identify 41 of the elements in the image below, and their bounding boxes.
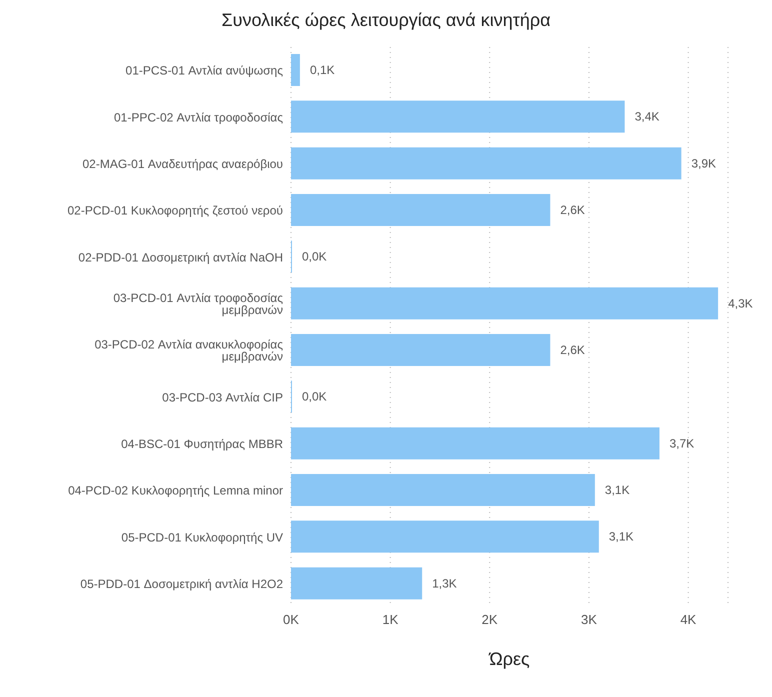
bar — [291, 54, 300, 86]
y-tick-label: 01-PPC-02 Αντλία τροφοδοσίας — [114, 110, 284, 124]
data-label: 3,1K — [604, 483, 630, 497]
data-label: 2,6K — [560, 343, 585, 357]
bar — [291, 427, 660, 460]
y-tick-label: 03-PCD-01 Αντλία τροφοδοσίας μεμβρανών — [113, 290, 284, 317]
data-label: 2,6K — [560, 203, 585, 217]
bar — [291, 334, 550, 366]
data-label: 4,3K — [728, 296, 753, 310]
y-tick-label: 04-PCD-02 Κυκλοφορητής Lemna minor — [68, 484, 283, 498]
data-label: 1,3K — [432, 576, 457, 590]
y-tick-label: 04-BSC-01 Φυσητήρας MBBR — [121, 436, 284, 451]
y-tick-label: 02-PDD-01 Δοσομετρική αντλία NaOH — [78, 250, 283, 264]
data-label: 3,4K — [634, 110, 660, 124]
data-label: 3,9K — [691, 156, 716, 170]
y-tick-label: 05-PDD-01 Δοσομετρική αντλία H2O2 — [80, 576, 284, 591]
x-axis-title: Ώρες — [488, 649, 530, 669]
y-tick-label: 02-PCD-01 Κυκλοφορητής ζεστού νερού — [67, 204, 283, 218]
y-tick-label: 01-PCS-01 Αντλία ανύψωσης — [126, 64, 284, 78]
bar — [291, 100, 625, 133]
bar — [291, 194, 550, 226]
chart-title: Συνολικές ώρες λειτουργίας ανά κινητήρα — [220, 10, 552, 31]
data-label: 3,1K — [608, 530, 634, 544]
y-tick-label: 05-PCD-01 Κυκλοφορητής UV — [121, 530, 283, 544]
bar — [291, 474, 595, 506]
x-tick-label: 3K — [581, 612, 598, 628]
x-tick-label: 4K — [680, 612, 697, 628]
y-tick-label: 02-MAG-01 Αναδευτήρας αναερόβιου — [82, 156, 283, 171]
x-tick-label: 1K — [382, 612, 399, 628]
y-tick-label: 03-PCD-02 Αντλία ανακυκλοφορίας μεμβρανών — [94, 338, 284, 364]
x-tick-label: 2K — [482, 612, 498, 628]
y-tick-label: 03-PCD-03 Αντλία CIP — [162, 390, 283, 404]
bar — [291, 147, 682, 180]
bar — [291, 287, 718, 320]
bar — [291, 567, 422, 600]
x-tick-label: 0K — [283, 612, 300, 628]
data-label: 0,0K — [302, 250, 327, 264]
data-label: 0,0K — [302, 390, 327, 404]
data-label: 0,1K — [310, 63, 335, 77]
data-label: 3,7K — [669, 436, 694, 450]
bar — [291, 520, 599, 553]
